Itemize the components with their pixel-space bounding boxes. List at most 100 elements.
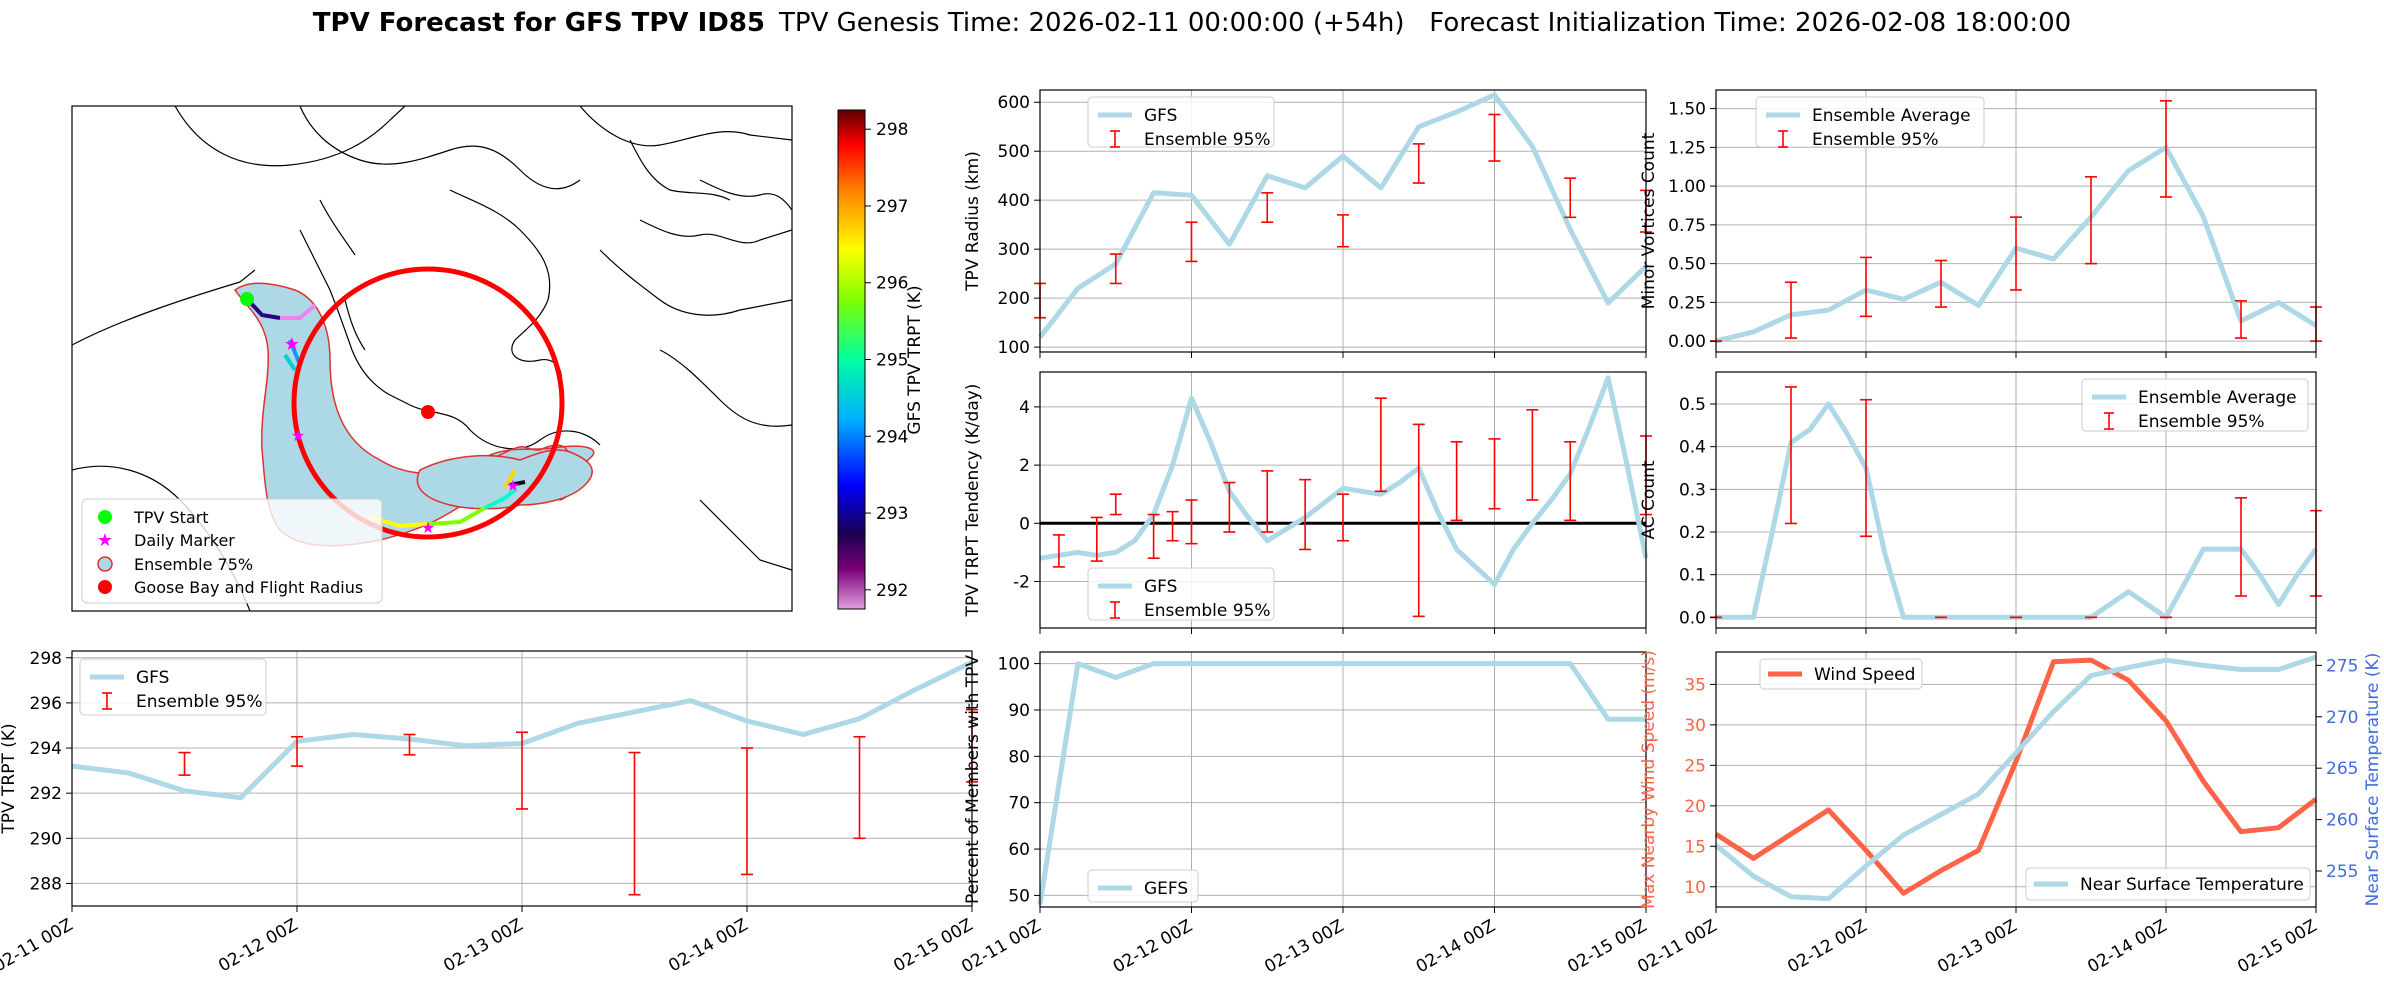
xtick-label: 02-11 00Z xyxy=(1634,916,1720,977)
legend-box xyxy=(79,658,267,716)
legend-label: GFS xyxy=(1144,106,1177,126)
errorbar xyxy=(178,751,191,776)
ytick-label: 298 xyxy=(30,649,62,669)
ytick-label: 0 xyxy=(1019,514,1030,534)
ytick-label: 100 xyxy=(998,338,1030,358)
ytick-label: 2 xyxy=(1019,456,1030,476)
legend-label: Ensemble 95% xyxy=(1144,601,1271,621)
errorbar xyxy=(1090,516,1103,562)
ytick-label: 500 xyxy=(998,142,1030,162)
legend-box xyxy=(2081,378,2309,432)
xtick-label: 02-12 00Z xyxy=(215,915,301,976)
legend: Ensemble Average Ensemble 95% xyxy=(1755,96,1985,150)
colorbar-tick-label: 296 xyxy=(876,274,908,294)
errorbar xyxy=(1564,441,1577,522)
legend-label: Ensemble Average xyxy=(1812,106,1971,126)
ytick-label: 30 xyxy=(1684,716,1706,736)
ytick-label: 0.5 xyxy=(1679,395,1706,415)
ytick-right-label: 275 xyxy=(2326,656,2358,676)
legend: GFS Ensemble 95% xyxy=(79,658,267,716)
errorbar xyxy=(1860,398,1872,538)
chart-ac: 0.0 0.1 0.2 0.3 0.4 0.5 AC Count Ensemble Avera… xyxy=(1639,371,2322,634)
errorbar xyxy=(1526,409,1539,501)
ytick-label: 90 xyxy=(1008,701,1030,721)
xtick-label: 02-11 00Z xyxy=(0,915,77,976)
legend-label: GFS xyxy=(136,668,169,688)
colorbar-tick-label: 297 xyxy=(876,197,908,217)
map-panel: ★ ★ ★ ★ TPV Start ★ Daily Marker Ensembl… xyxy=(71,105,925,612)
ytick-label: 292 xyxy=(30,784,62,804)
xtick-label: 02-15 00Z xyxy=(1564,916,1650,977)
ytick-label: 20 xyxy=(1684,797,1706,817)
errorbar xyxy=(516,731,528,810)
legend-label: Ensemble 95% xyxy=(1144,130,1271,150)
ytick-label: 0.0 xyxy=(1679,608,1706,628)
errorbar xyxy=(1488,438,1501,510)
ytick-label: 10 xyxy=(1684,878,1706,898)
errorbar xyxy=(1450,441,1463,522)
ytick-right-label: 265 xyxy=(2326,759,2358,779)
coastlines xyxy=(72,106,792,611)
errorbar xyxy=(1261,192,1274,224)
errorbar xyxy=(2160,100,2172,198)
ylabel: AC Count xyxy=(1639,460,1659,539)
legend-box xyxy=(1087,567,1275,621)
ytick-label: 200 xyxy=(998,289,1030,309)
ytick-label: 0.50 xyxy=(1668,255,1706,275)
legend: Ensemble Average Ensemble 95% xyxy=(2081,378,2309,432)
legend-wind: Wind Speed xyxy=(1759,658,1923,690)
ytick-label: 600 xyxy=(998,93,1030,113)
legend-label: Ensemble 95% xyxy=(2138,412,2265,432)
colorbar-tick-label: 298 xyxy=(876,120,908,140)
errorbar xyxy=(403,733,416,756)
legend-ensemble-75: Ensemble 75% xyxy=(134,555,253,574)
xtick-label: 02-14 00Z xyxy=(665,915,751,976)
legend-label: Ensemble 95% xyxy=(136,692,263,712)
ytick-label: 400 xyxy=(998,191,1030,211)
legend-label: Near Surface Temperature xyxy=(2080,875,2304,895)
ytick-label: 288 xyxy=(30,874,62,894)
ytick-label: 70 xyxy=(1008,794,1030,814)
legend-label: Wind Speed xyxy=(1814,665,1915,685)
series-line xyxy=(1037,661,1646,906)
daily-marker: ★ xyxy=(421,518,435,537)
xtick-label: 02-13 00Z xyxy=(1261,916,1347,977)
ytick-label: 1.25 xyxy=(1668,138,1706,158)
daily-marker: ★ xyxy=(506,476,520,495)
ytick-label: -2 xyxy=(1013,572,1030,592)
errorbar xyxy=(1052,534,1065,568)
ytick-label: 15 xyxy=(1684,837,1706,857)
errorbar xyxy=(1109,253,1122,285)
errorbar xyxy=(291,735,303,767)
ylabel: TPV TRPT (K) xyxy=(0,723,19,834)
errorbar xyxy=(1185,499,1198,545)
ytick-label: 1.50 xyxy=(1668,100,1706,120)
legend-box xyxy=(1755,96,1985,148)
errorbar xyxy=(2085,176,2097,265)
ytick-label: 294 xyxy=(30,739,62,759)
title-bold: TPV Forecast for GFS TPV ID85 xyxy=(313,8,765,38)
ylabel: Percent of Members with TPV xyxy=(963,655,983,904)
goose-bay-marker xyxy=(421,405,435,419)
ytick-right-label: 270 xyxy=(2326,708,2358,728)
ytick-label: 0.4 xyxy=(1679,438,1706,458)
svg-text:★: ★ xyxy=(97,530,113,551)
colorbar-label: GFS TPV TRPT (K) xyxy=(905,285,925,434)
ytick-label: 100 xyxy=(998,655,1030,675)
figure-title: TPV Forecast for GFS TPV ID85 TPV Genesis… xyxy=(313,8,2071,38)
legend-box xyxy=(1087,869,1199,903)
legend-tpv-start: TPV Start xyxy=(133,508,209,527)
errorbar xyxy=(1564,177,1577,219)
chart-tendency: -2 0 2 4 TPV TRPT Tendency (K/day) GFS Ensembl… xyxy=(963,371,1652,634)
ytick-right-label: 255 xyxy=(2326,862,2358,882)
ytick-label: 290 xyxy=(30,829,62,849)
tpv-start-marker xyxy=(240,292,254,306)
chart-minor: 0.00 0.25 0.50 0.75 1.00 1.25 1.50 Minor Vortic… xyxy=(1639,89,2322,358)
errorbar xyxy=(1935,259,1947,308)
errorbar xyxy=(628,751,641,896)
ytick-label: 80 xyxy=(1008,747,1030,767)
daily-marker: ★ xyxy=(291,426,305,445)
errorbar xyxy=(1785,386,1797,525)
errorbar xyxy=(2235,300,2247,339)
